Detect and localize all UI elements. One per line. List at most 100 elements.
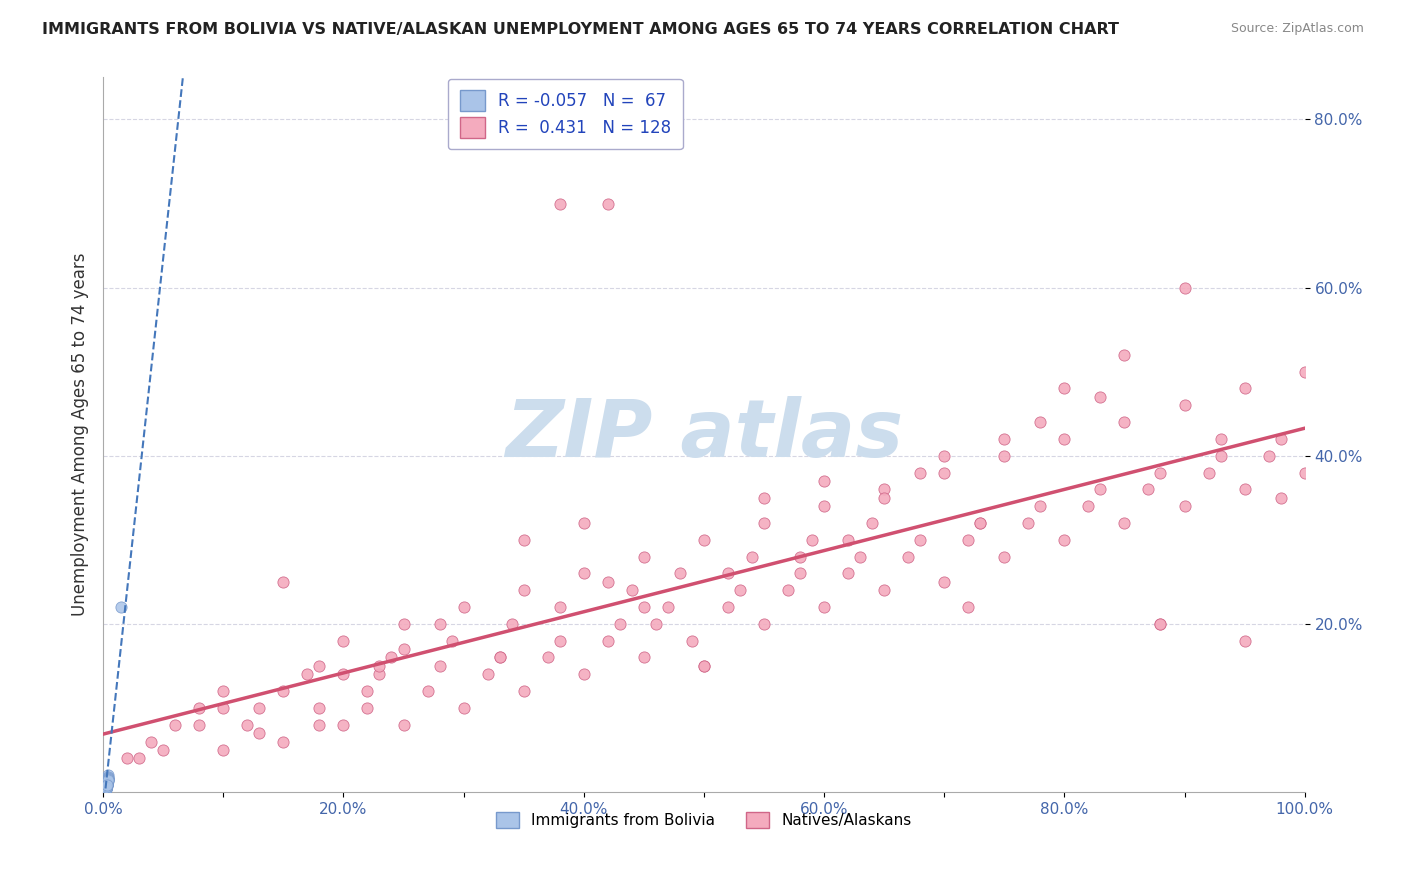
- Point: [416, 684, 439, 698]
- Point: [789, 566, 811, 581]
- Point: [97, 772, 120, 786]
- Point: [247, 701, 270, 715]
- Point: [332, 667, 354, 681]
- Point: [717, 566, 740, 581]
- Point: [1270, 491, 1292, 505]
- Point: [94, 780, 117, 795]
- Point: [94, 780, 117, 794]
- Point: [94, 780, 117, 794]
- Point: [165, 717, 187, 731]
- Point: [1114, 415, 1136, 429]
- Point: [440, 633, 463, 648]
- Point: [308, 658, 330, 673]
- Point: [1090, 390, 1112, 404]
- Text: Source: ZipAtlas.com: Source: ZipAtlas.com: [1230, 22, 1364, 36]
- Point: [860, 516, 883, 530]
- Point: [429, 658, 451, 673]
- Y-axis label: Unemployment Among Ages 65 to 74 years: Unemployment Among Ages 65 to 74 years: [72, 253, 89, 616]
- Point: [488, 650, 510, 665]
- Point: [97, 774, 120, 789]
- Point: [93, 783, 115, 797]
- Point: [96, 775, 118, 789]
- Point: [93, 783, 115, 797]
- Point: [94, 779, 117, 793]
- Point: [1209, 432, 1232, 446]
- Point: [96, 776, 118, 790]
- Point: [969, 516, 991, 530]
- Point: [693, 658, 716, 673]
- Point: [1294, 365, 1316, 379]
- Point: [96, 777, 118, 791]
- Point: [548, 196, 571, 211]
- Point: [97, 768, 120, 782]
- Point: [548, 600, 571, 615]
- Point: [97, 773, 120, 788]
- Point: [94, 780, 117, 794]
- Point: [94, 776, 117, 790]
- Point: [94, 778, 117, 792]
- Point: [392, 642, 415, 657]
- Point: [332, 717, 354, 731]
- Point: [681, 633, 703, 648]
- Text: ZIP atlas: ZIP atlas: [505, 396, 903, 474]
- Point: [1137, 483, 1160, 497]
- Point: [752, 616, 775, 631]
- Point: [97, 770, 120, 784]
- Point: [188, 717, 211, 731]
- Point: [1149, 466, 1171, 480]
- Point: [501, 616, 523, 631]
- Point: [813, 600, 835, 615]
- Point: [1270, 432, 1292, 446]
- Point: [1257, 449, 1279, 463]
- Point: [993, 549, 1015, 564]
- Point: [96, 778, 118, 792]
- Point: [801, 533, 824, 547]
- Point: [1198, 466, 1220, 480]
- Point: [1233, 382, 1256, 396]
- Point: [96, 778, 118, 792]
- Point: [957, 533, 980, 547]
- Point: [934, 466, 956, 480]
- Point: [94, 780, 117, 795]
- Point: [94, 780, 117, 795]
- Point: [1029, 499, 1052, 513]
- Point: [93, 782, 115, 797]
- Point: [96, 777, 118, 791]
- Point: [512, 583, 534, 598]
- Point: [247, 726, 270, 740]
- Point: [96, 775, 118, 789]
- Point: [96, 777, 118, 791]
- Point: [115, 751, 138, 765]
- Point: [1053, 533, 1076, 547]
- Point: [308, 717, 330, 731]
- Point: [96, 772, 118, 787]
- Point: [93, 783, 115, 797]
- Point: [94, 780, 117, 794]
- Point: [94, 780, 117, 794]
- Point: [969, 516, 991, 530]
- Point: [897, 549, 920, 564]
- Point: [728, 583, 751, 598]
- Point: [96, 776, 118, 790]
- Text: IMMIGRANTS FROM BOLIVIA VS NATIVE/ALASKAN UNEMPLOYMENT AMONG AGES 65 TO 74 YEARS: IMMIGRANTS FROM BOLIVIA VS NATIVE/ALASKA…: [42, 22, 1119, 37]
- Point: [429, 616, 451, 631]
- Point: [1233, 483, 1256, 497]
- Point: [1233, 633, 1256, 648]
- Point: [93, 783, 115, 797]
- Point: [94, 780, 117, 794]
- Point: [609, 616, 631, 631]
- Point: [308, 701, 330, 715]
- Point: [1053, 432, 1076, 446]
- Point: [789, 549, 811, 564]
- Point: [93, 782, 115, 797]
- Point: [110, 600, 132, 615]
- Point: [94, 779, 117, 793]
- Point: [94, 781, 117, 796]
- Point: [93, 782, 115, 797]
- Point: [96, 774, 118, 789]
- Point: [1077, 499, 1099, 513]
- Legend: Immigrants from Bolivia, Natives/Alaskans: Immigrants from Bolivia, Natives/Alaskan…: [491, 806, 918, 834]
- Point: [297, 667, 319, 681]
- Point: [813, 499, 835, 513]
- Point: [93, 778, 115, 792]
